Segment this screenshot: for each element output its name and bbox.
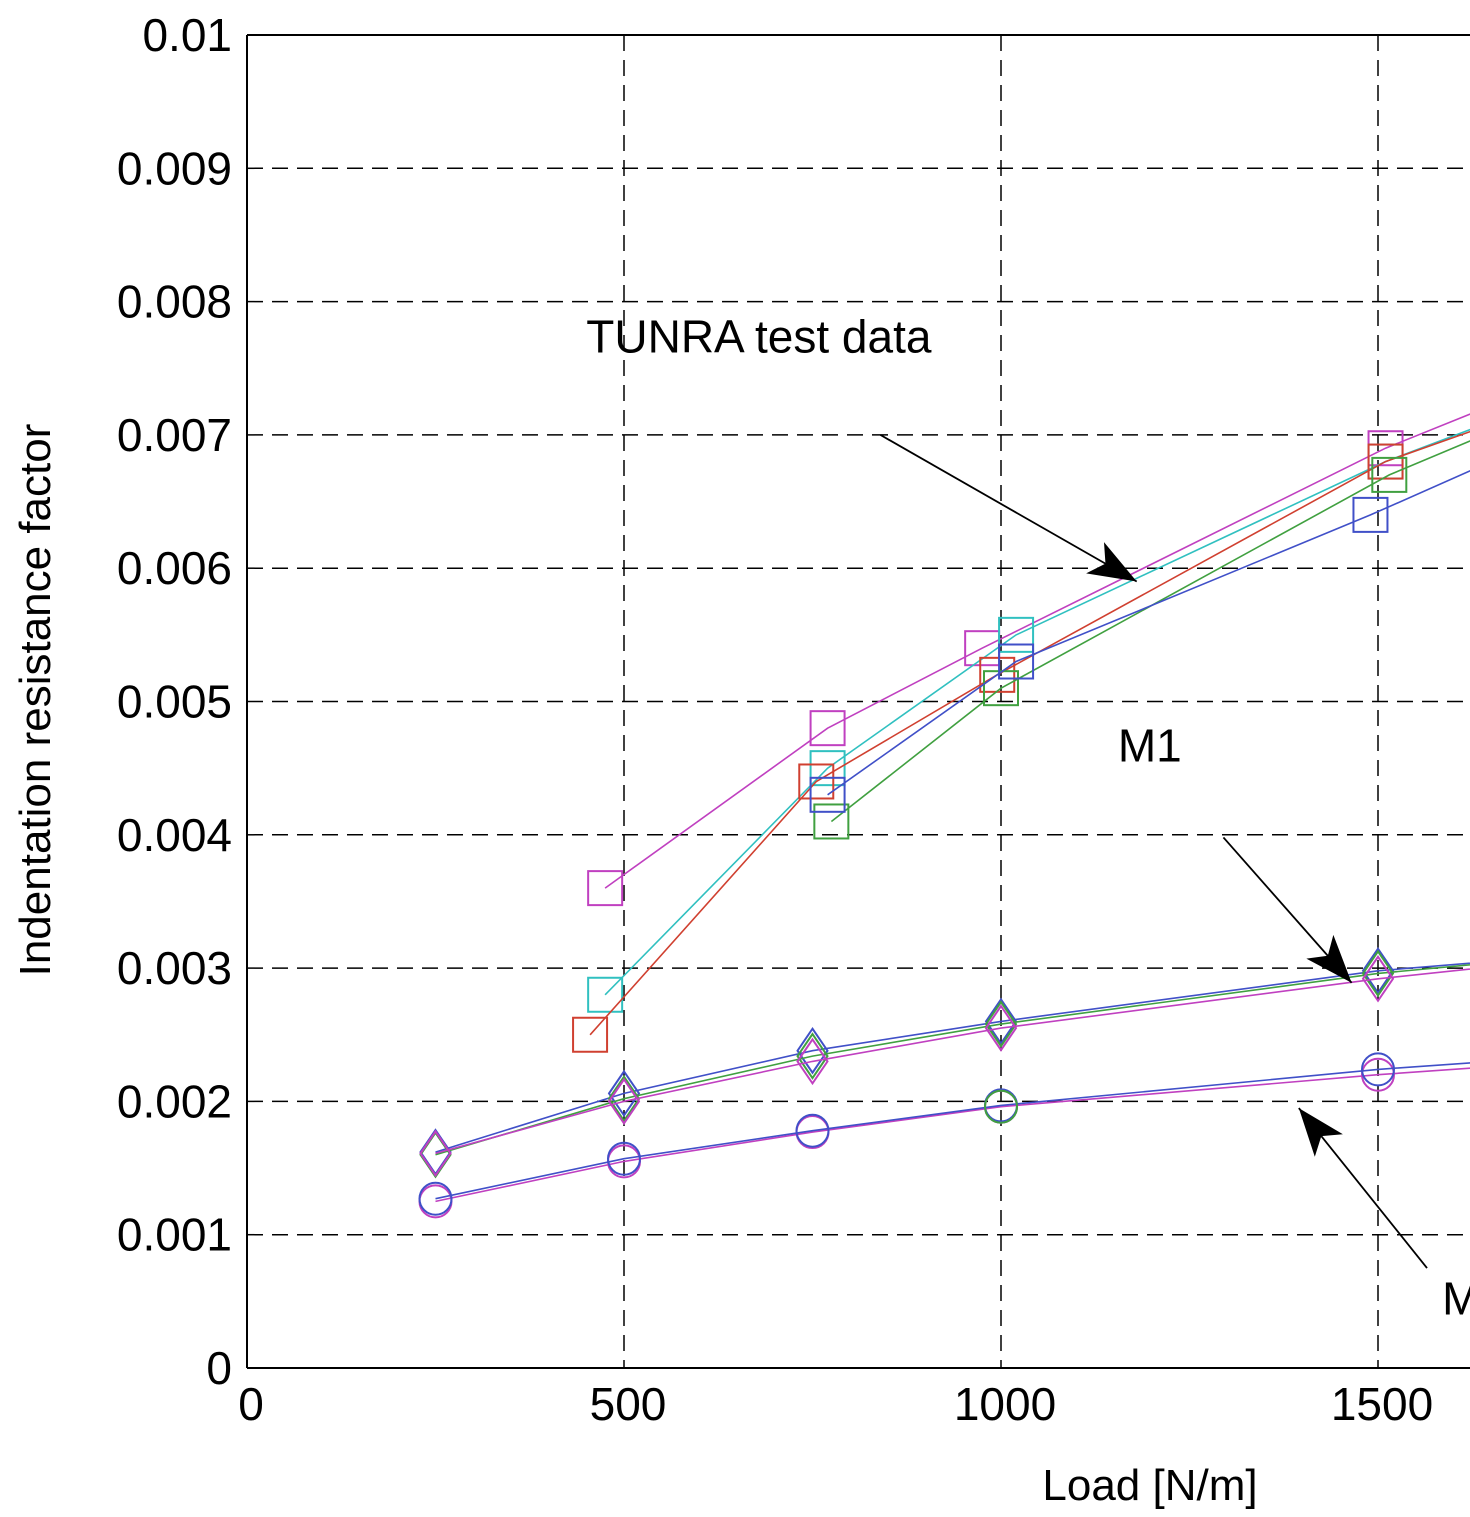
x-tick-label: 1500 (1331, 1378, 1433, 1430)
series-layer (420, 406, 1470, 1218)
y-tick-label: 0.006 (117, 542, 232, 594)
annotation-arrow-line (880, 435, 1136, 582)
y-tick-label: 0.009 (117, 142, 232, 194)
x-tick-label: 500 (590, 1378, 667, 1430)
y-tick-label: 0 (206, 1342, 232, 1394)
y-tick-label: 0.001 (117, 1209, 232, 1261)
annotation-label: TUNRA test data (586, 310, 932, 362)
y-tick-label: 0.007 (117, 409, 232, 461)
y-tick-label: 0.008 (117, 276, 232, 328)
series-line (605, 406, 1470, 888)
y-axis-label: Indentation resistance factor (11, 424, 60, 977)
x-tick-label: 1000 (954, 1378, 1056, 1430)
y-tick-label: 0.004 (117, 809, 232, 861)
y-tick-label: 0.002 (117, 1075, 232, 1127)
axes: 0 500 1000 1500 0 0.001 0.002 0.003 0.004 0.005 0.… (117, 9, 1470, 1430)
y-tick-label: 0.01 (142, 9, 232, 61)
series-line (590, 424, 1470, 1035)
annotation-label: M1 (1118, 719, 1182, 771)
square-marker (814, 804, 848, 838)
y-tick-label: 0.003 (117, 942, 232, 994)
annotation-arrow-head (1086, 542, 1137, 581)
x-tick-label: 0 (238, 1378, 264, 1430)
annotations-layer: TUNRA test data M1 M (586, 310, 1470, 1324)
diamond-marker (421, 1133, 451, 1177)
y-tick-label: 0.005 (117, 676, 232, 728)
annotation-arrow-head (1306, 935, 1351, 983)
series-line (605, 422, 1470, 995)
annotation-arrow-head (1299, 1108, 1343, 1157)
x-axis-label: Load [N/m] (1042, 1461, 1257, 1510)
annotation-label: M (1442, 1273, 1470, 1325)
